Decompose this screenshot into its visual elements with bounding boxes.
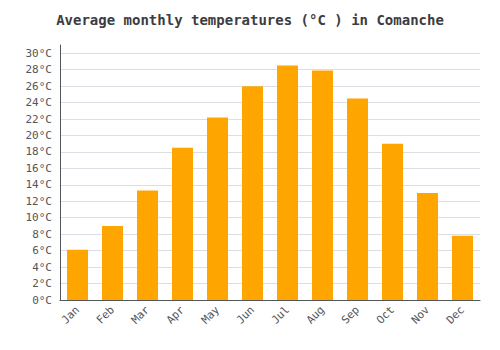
svg-text:0°C: 0°C xyxy=(32,294,52,307)
svg-text:20°C: 20°C xyxy=(26,129,53,142)
svg-text:4°C: 4°C xyxy=(32,261,52,274)
svg-text:May: May xyxy=(199,303,222,326)
svg-text:Nov: Nov xyxy=(409,303,432,326)
svg-text:18°C: 18°C xyxy=(26,145,53,158)
svg-text:Average monthly temperatures (: Average monthly temperatures (°C ) in Co… xyxy=(56,12,444,28)
svg-text:Sep: Sep xyxy=(339,303,362,326)
svg-text:Aug: Aug xyxy=(304,303,327,326)
svg-text:Apr: Apr xyxy=(164,303,187,326)
svg-text:2°C: 2°C xyxy=(32,277,52,290)
svg-text:22°C: 22°C xyxy=(26,113,53,126)
svg-text:24°C: 24°C xyxy=(26,96,53,109)
svg-text:14°C: 14°C xyxy=(26,178,53,191)
svg-text:Feb: Feb xyxy=(94,303,117,326)
svg-text:8°C: 8°C xyxy=(32,228,52,241)
svg-text:Jun: Jun xyxy=(234,303,257,326)
svg-text:16°C: 16°C xyxy=(26,162,53,175)
svg-text:10°C: 10°C xyxy=(26,211,53,224)
svg-text:30°C: 30°C xyxy=(26,47,53,60)
svg-text:Jul: Jul xyxy=(269,303,292,326)
svg-text:26°C: 26°C xyxy=(26,80,53,93)
svg-text:Mar: Mar xyxy=(129,303,152,326)
svg-text:12°C: 12°C xyxy=(26,195,53,208)
svg-text:6°C: 6°C xyxy=(32,244,52,257)
svg-text:Jan: Jan xyxy=(59,303,82,326)
svg-text:28°C: 28°C xyxy=(26,63,53,76)
svg-text:Oct: Oct xyxy=(374,303,397,326)
svg-text:Dec: Dec xyxy=(444,303,467,326)
